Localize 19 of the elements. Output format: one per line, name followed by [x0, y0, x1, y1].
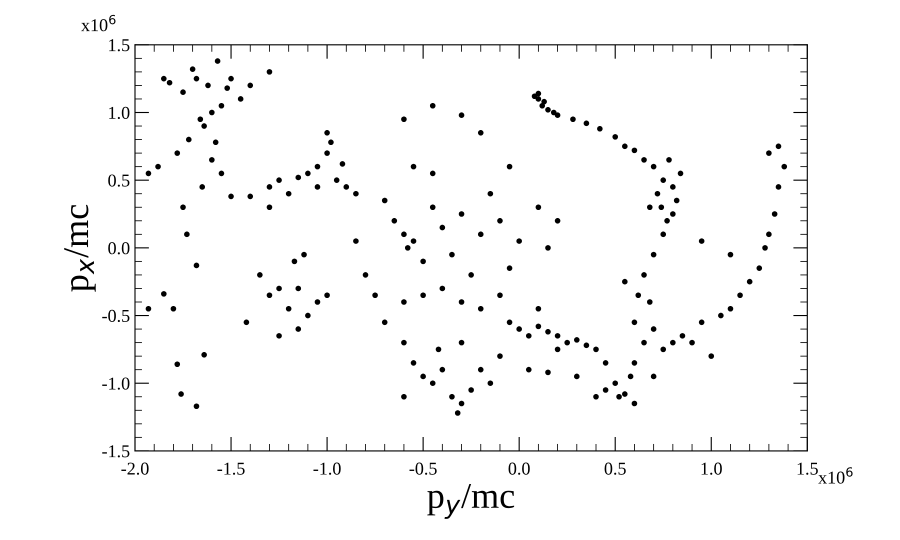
y-tick-label: 1.0 — [109, 106, 130, 120]
y-tick-label: -1.0 — [102, 377, 130, 390]
text: x10$^{6}$ — [818, 467, 853, 484]
x-tick-label: -1.5 — [217, 462, 245, 475]
y-tick-label: -1.5 — [102, 445, 130, 458]
x-tick-label: 1.5 — [798, 462, 818, 475]
x-tick-label: -2.0 — [121, 462, 149, 475]
y-axis-title: p$_{x}$/mc — [64, 204, 96, 292]
y-tick-label: 0.5 — [108, 174, 130, 187]
y-tick-label: 1.5 — [109, 39, 130, 52]
x-axis-title: p$_{y}$/mc — [427, 484, 514, 519]
y-tick-label: -0.5 — [102, 310, 130, 322]
text: x10$^{6}$ — [81, 14, 116, 32]
x-tick-label: 1.0 — [702, 462, 722, 475]
x-tick-label: -1.0 — [313, 462, 341, 475]
x-tick-label: 0.0 — [508, 462, 530, 475]
x-tick-label: 0.5 — [604, 462, 626, 475]
y-tick-label: 0.0 — [108, 242, 130, 254]
x-tick-label: -0.5 — [410, 462, 437, 475]
